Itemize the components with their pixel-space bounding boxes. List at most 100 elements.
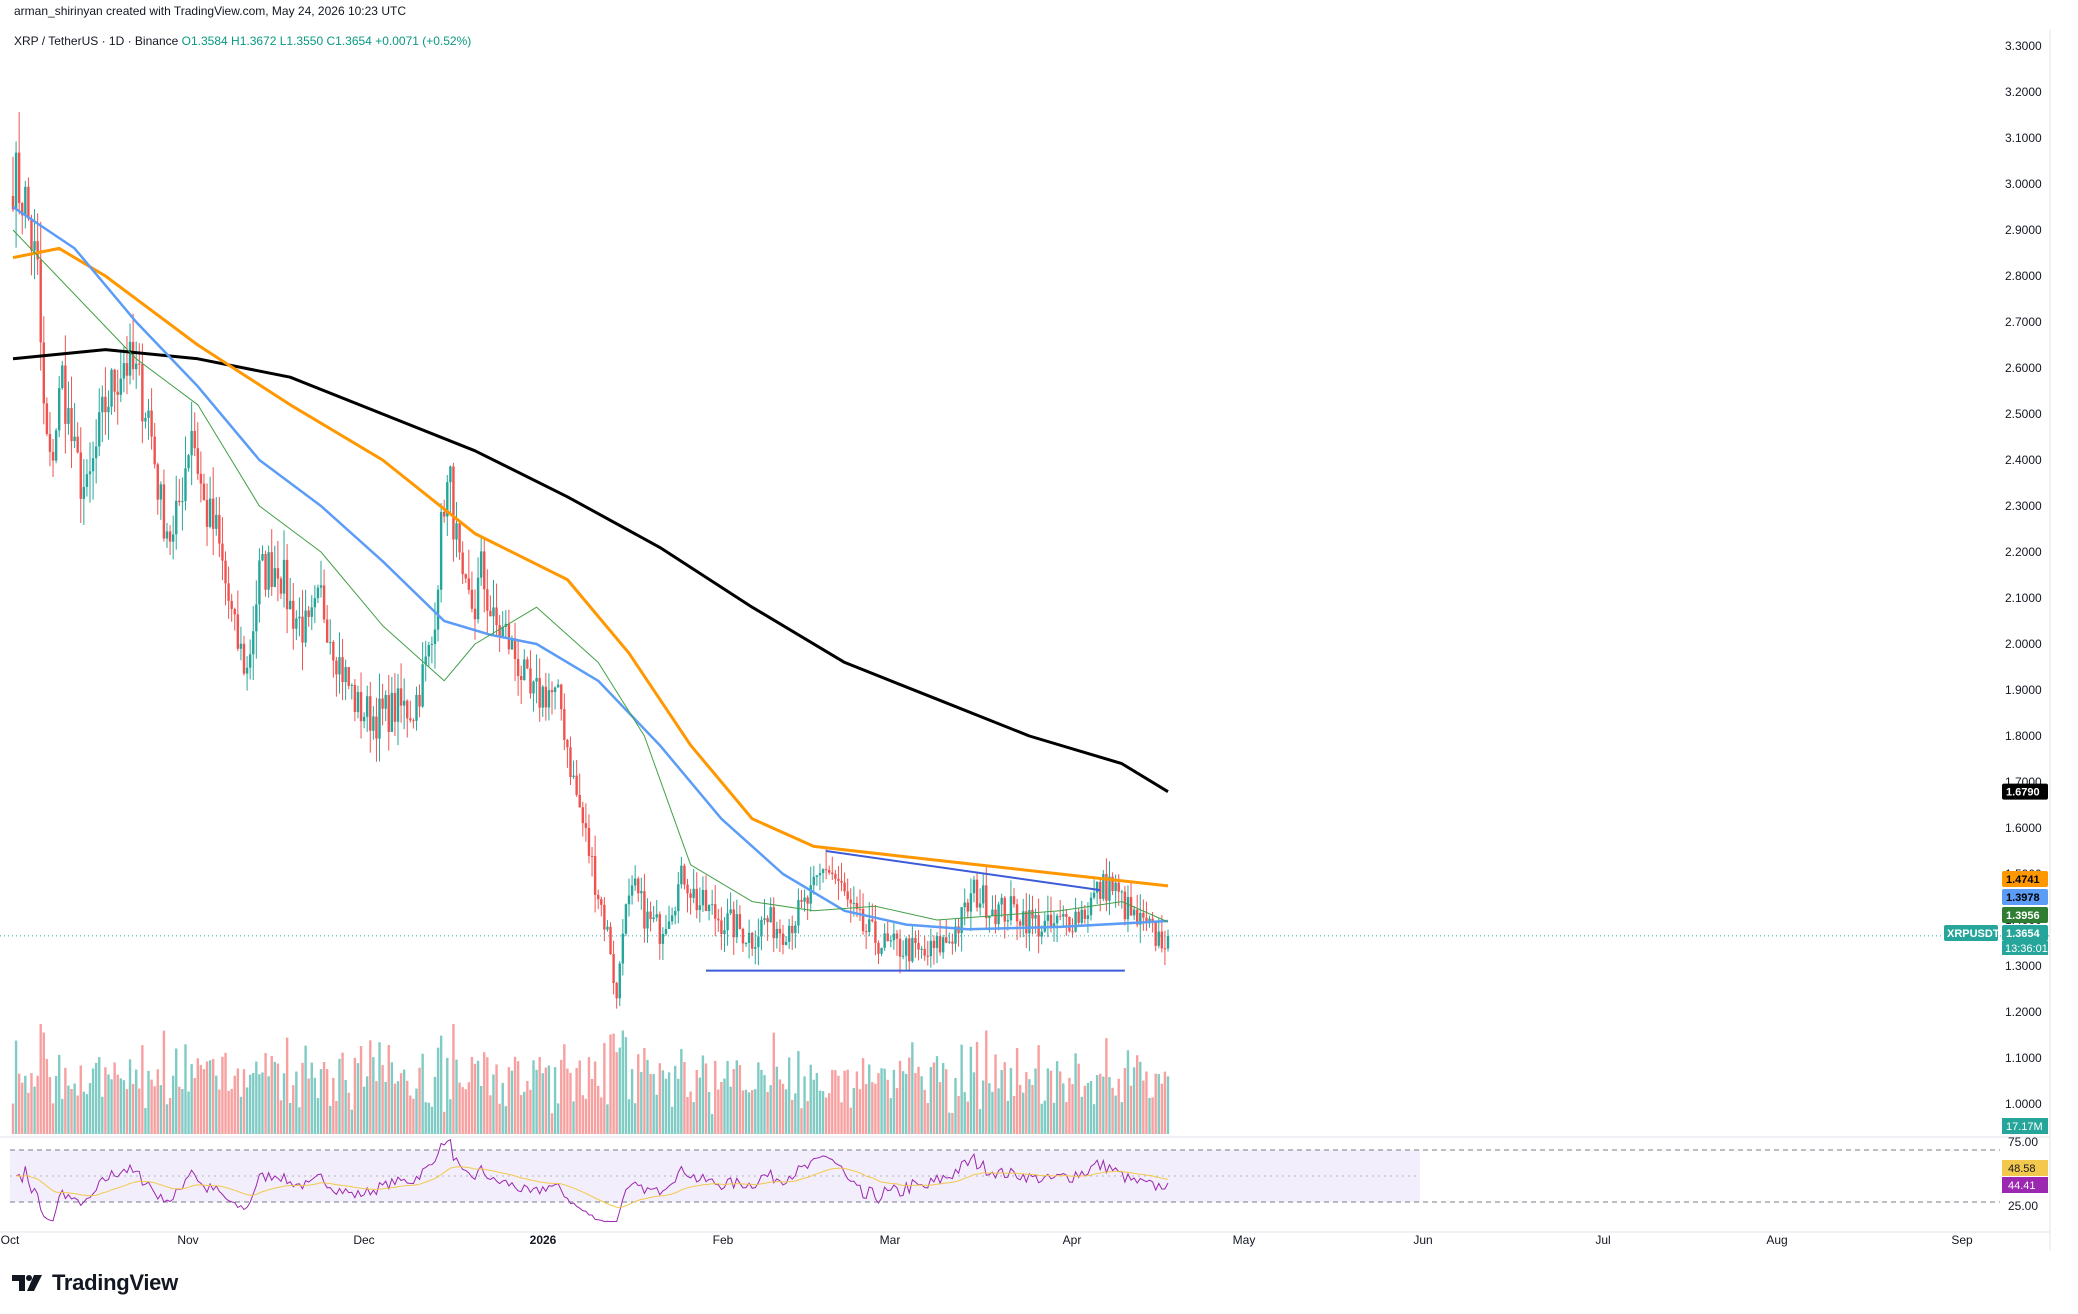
candle-down bbox=[233, 608, 236, 615]
volume-bar bbox=[1148, 1097, 1151, 1134]
volume-bar bbox=[42, 1032, 45, 1134]
volume-bar bbox=[538, 1056, 541, 1134]
candle-up bbox=[1028, 909, 1031, 934]
candle-down bbox=[985, 885, 988, 919]
volume-bar bbox=[304, 1045, 307, 1134]
time-tick-label: Jun bbox=[1413, 1233, 1432, 1247]
candle-up bbox=[606, 926, 609, 930]
symbol-name[interactable]: XRP / TetherUS · 1D · Binance bbox=[14, 34, 179, 48]
volume-bar bbox=[464, 1089, 467, 1134]
volume-bar bbox=[535, 1069, 538, 1134]
volume-bar bbox=[590, 1078, 594, 1134]
candle-up bbox=[547, 690, 551, 708]
volume-bar bbox=[171, 1075, 175, 1134]
candle-down bbox=[205, 499, 209, 527]
candle-up bbox=[313, 598, 317, 608]
candle-down bbox=[470, 589, 474, 609]
volume-bar bbox=[775, 1066, 779, 1134]
candle-up bbox=[94, 446, 98, 459]
candle-down bbox=[855, 902, 859, 909]
candle-up bbox=[1139, 912, 1142, 925]
volume-bar bbox=[1117, 1078, 1120, 1134]
volume-bar bbox=[787, 1057, 791, 1134]
candle-down bbox=[193, 430, 196, 449]
candle-down bbox=[1163, 948, 1167, 950]
volume-bar bbox=[285, 1037, 289, 1134]
volume-bar bbox=[196, 1058, 199, 1134]
volume-bar bbox=[1102, 1076, 1105, 1134]
candle-up bbox=[427, 645, 430, 657]
candle-up bbox=[809, 885, 812, 904]
candle-down bbox=[800, 900, 803, 902]
tradingview-logo[interactable]: TradingView bbox=[12, 1270, 178, 1296]
candle-down bbox=[270, 552, 273, 587]
candle-up bbox=[624, 904, 628, 934]
volume-bar bbox=[61, 1098, 64, 1134]
volume-bar bbox=[794, 1093, 797, 1134]
volume-bar bbox=[202, 1069, 206, 1134]
volume-bar bbox=[914, 1072, 917, 1134]
candle-up bbox=[362, 716, 366, 722]
candle-down bbox=[153, 436, 156, 465]
candle-down bbox=[325, 619, 329, 643]
volume-bar bbox=[381, 1065, 384, 1134]
rsi-ma-line bbox=[16, 1166, 1169, 1208]
volume-bar bbox=[670, 1106, 674, 1134]
candle-up bbox=[972, 879, 976, 894]
candle-up bbox=[282, 559, 286, 594]
candle-down bbox=[781, 933, 785, 945]
candle-up bbox=[267, 552, 270, 590]
volume-bar bbox=[929, 1066, 933, 1134]
volume-bar bbox=[433, 1076, 437, 1134]
volume-bar bbox=[600, 1097, 603, 1134]
volume-bar bbox=[412, 1098, 415, 1134]
ma50-line bbox=[12, 205, 1169, 931]
candle-down bbox=[584, 823, 588, 828]
candle-down bbox=[406, 700, 409, 719]
candle-up bbox=[433, 629, 437, 645]
volume-bar bbox=[664, 1078, 668, 1134]
candle-down bbox=[1142, 912, 1145, 918]
volume-bar bbox=[578, 1060, 581, 1134]
candle-down bbox=[550, 690, 554, 693]
candle-up bbox=[754, 947, 757, 949]
candle-down bbox=[264, 553, 267, 590]
volume-bar bbox=[421, 1053, 424, 1134]
volume-bar bbox=[689, 1091, 692, 1134]
candle-up bbox=[372, 716, 375, 731]
volume-bar bbox=[732, 1068, 735, 1134]
candle-up bbox=[295, 618, 298, 629]
volume-bar bbox=[390, 1062, 394, 1134]
candle-up bbox=[252, 631, 255, 655]
candle-down bbox=[276, 568, 280, 579]
candle-up bbox=[1120, 891, 1123, 893]
ma20-line bbox=[12, 229, 1169, 923]
candle-down bbox=[658, 914, 661, 944]
volume-bar bbox=[646, 1059, 649, 1134]
volume-bar bbox=[1055, 1061, 1059, 1134]
candle-up bbox=[171, 534, 175, 542]
candle-up bbox=[310, 607, 313, 617]
volume-bar bbox=[82, 1091, 86, 1134]
volume-bar bbox=[806, 1101, 809, 1134]
price-tick-label: 2.0000 bbox=[2005, 637, 2042, 651]
volume-bar bbox=[1136, 1055, 1139, 1134]
volume-bar bbox=[593, 1061, 597, 1134]
candle-up bbox=[797, 900, 800, 926]
volume-bar bbox=[858, 1089, 862, 1134]
candle-up bbox=[88, 471, 92, 475]
price-tick-label: 1.8000 bbox=[2005, 729, 2042, 743]
candle-down bbox=[79, 452, 82, 499]
candle-down bbox=[116, 391, 119, 395]
price-tick-label: 2.6000 bbox=[2005, 361, 2042, 375]
symbol-tag bbox=[1944, 925, 1998, 941]
candle-up bbox=[390, 692, 394, 732]
candle-up bbox=[991, 909, 994, 917]
volume-bar bbox=[704, 1063, 708, 1134]
volume-bar bbox=[85, 1094, 89, 1134]
volume-bar bbox=[507, 1067, 511, 1134]
price-tick-label: 1.2000 bbox=[2005, 1005, 2042, 1019]
volume-bar bbox=[821, 1091, 825, 1134]
volume-bar bbox=[455, 1059, 458, 1134]
